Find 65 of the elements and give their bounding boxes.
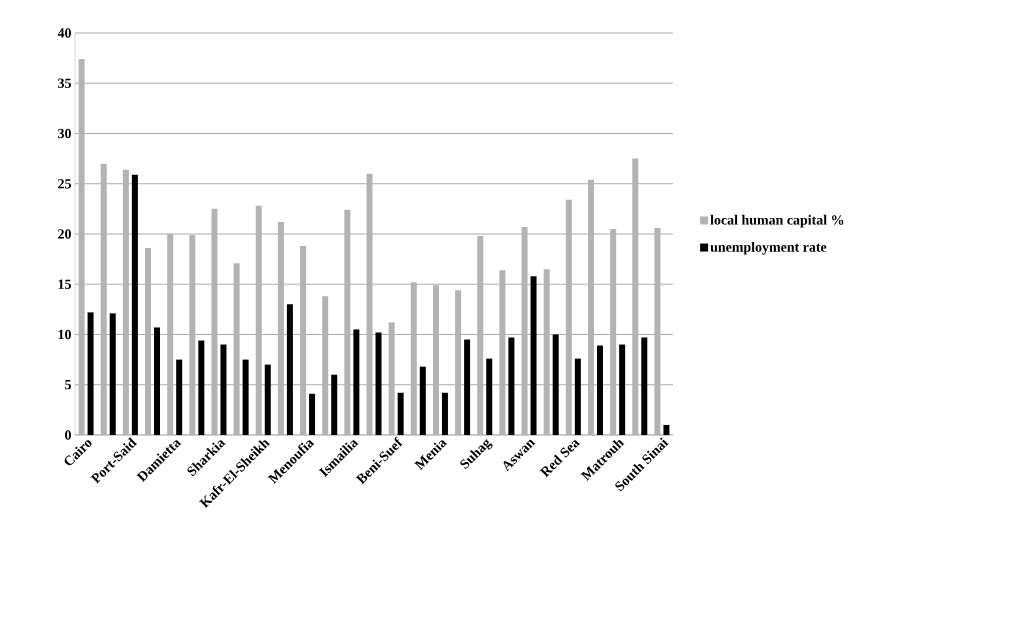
bar bbox=[464, 339, 471, 435]
bar bbox=[596, 345, 603, 435]
bar bbox=[499, 270, 506, 435]
bar bbox=[521, 226, 528, 435]
bar bbox=[587, 179, 594, 435]
y-tick-label: 20 bbox=[58, 229, 71, 239]
bar bbox=[477, 236, 484, 435]
bar bbox=[574, 358, 581, 435]
bar bbox=[375, 332, 382, 435]
bar bbox=[565, 199, 572, 435]
y-tick-label: 10 bbox=[58, 329, 71, 340]
bar bbox=[486, 358, 493, 435]
bar bbox=[619, 344, 626, 435]
bar bbox=[78, 59, 85, 435]
y-tick-label: 40 bbox=[57, 28, 71, 38]
bar bbox=[286, 304, 293, 435]
bar bbox=[419, 366, 426, 435]
bar bbox=[508, 337, 515, 435]
bar bbox=[211, 208, 218, 435]
bar bbox=[300, 246, 307, 435]
bar bbox=[610, 228, 617, 435]
y-tick-label: 5 bbox=[65, 380, 71, 390]
bar bbox=[441, 392, 448, 435]
bar bbox=[552, 334, 559, 435]
bar bbox=[663, 424, 670, 435]
y-tick-label: 30 bbox=[58, 128, 71, 139]
bar bbox=[344, 209, 351, 435]
bar bbox=[198, 340, 205, 435]
bar bbox=[632, 158, 639, 435]
bar bbox=[432, 285, 439, 435]
bar bbox=[233, 263, 240, 435]
y-tick-label: 0 bbox=[65, 430, 71, 440]
bar bbox=[87, 312, 94, 435]
bar bbox=[122, 169, 129, 435]
bar bbox=[154, 327, 161, 435]
bar bbox=[410, 282, 417, 435]
y-tick-label: 25 bbox=[58, 179, 71, 189]
bar bbox=[366, 173, 373, 435]
bar bbox=[322, 296, 329, 435]
y-tick-label: 35 bbox=[58, 78, 71, 88]
bar bbox=[145, 248, 152, 435]
bar bbox=[397, 392, 404, 435]
bar bbox=[309, 393, 316, 435]
bar bbox=[277, 221, 284, 435]
bar bbox=[189, 234, 196, 435]
bar bbox=[455, 290, 462, 435]
bar bbox=[100, 163, 107, 435]
bar bbox=[242, 359, 249, 435]
bar bbox=[530, 276, 537, 435]
bar bbox=[255, 205, 262, 435]
bar bbox=[167, 233, 174, 435]
bar bbox=[176, 359, 183, 435]
bar bbox=[543, 269, 550, 435]
bar bbox=[264, 364, 271, 435]
bar bbox=[641, 337, 648, 435]
bar bbox=[353, 329, 360, 435]
y-tick-label: 15 bbox=[58, 279, 71, 289]
bar bbox=[654, 227, 661, 435]
bar bbox=[331, 374, 338, 435]
bar bbox=[109, 313, 116, 435]
bar bbox=[131, 174, 138, 435]
legend-label: unemployment rate bbox=[710, 241, 827, 255]
legend-label: local human capital % bbox=[710, 214, 844, 228]
bar bbox=[388, 322, 395, 435]
bar bbox=[220, 344, 227, 435]
